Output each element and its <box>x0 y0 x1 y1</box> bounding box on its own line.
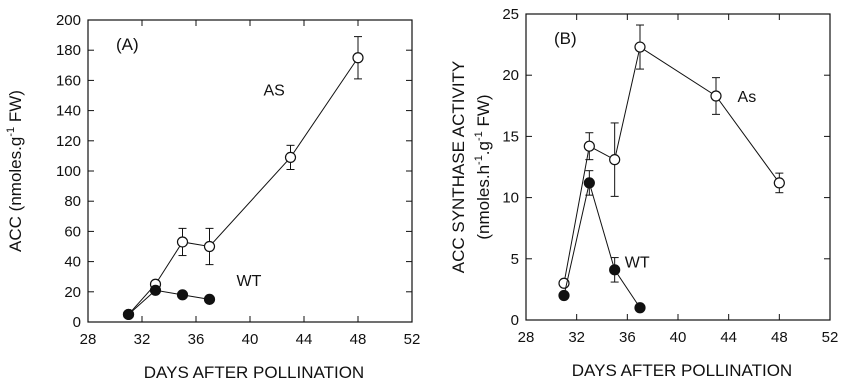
x-axis-title-a: DAYS AFTER POLLINATION <box>144 363 364 382</box>
data-point-wt <box>203 293 216 305</box>
x-tick-label-b: 52 <box>822 329 839 346</box>
data-point-wt <box>149 284 162 296</box>
y-axis-title-part: FW) <box>474 94 493 131</box>
series-label-wt: WT <box>237 273 262 290</box>
y-tick-label-a: 140 <box>56 103 81 120</box>
series-label-as: AS <box>264 83 285 100</box>
y-tick-label-a: 60 <box>64 223 81 240</box>
y-axis-title-a: ACC (nmoles.g-1 FW) <box>5 90 25 252</box>
x-tick-label-b: 36 <box>619 329 636 346</box>
y-axis-title-part: .g <box>474 141 493 155</box>
data-point-as <box>284 151 297 164</box>
data-point-as <box>352 52 364 64</box>
data-point-wt <box>609 264 621 276</box>
y-axis-title-sup: -1 <box>5 127 17 137</box>
panel-b: 28 32 36 40 44 48 52 0 5 10 15 20 25 DAYS AFTER POLLI… <box>449 6 838 380</box>
data-point-wt <box>583 177 595 189</box>
y-tick-label-b: 0 <box>511 312 519 329</box>
x-tick-label-a: 28 <box>80 331 97 348</box>
x-tick-label-b: 44 <box>720 329 737 346</box>
data-point-as <box>583 140 595 152</box>
x-tick-label-a: 36 <box>188 331 205 348</box>
y-tick-label-b: 5 <box>511 251 519 268</box>
series-label-as: As <box>738 89 757 106</box>
series-line-wt <box>128 289 210 315</box>
series-label-wt: WT <box>625 254 650 271</box>
y-axis-title-sup: -1 <box>473 131 485 141</box>
data-point-wt <box>634 302 646 314</box>
x-axis-title-b: DAYS AFTER POLLINATION <box>572 361 792 380</box>
y-tick-label-b: 15 <box>502 128 519 145</box>
panel-a: 28 32 36 40 44 48 52 0 20 40 60 80 100 120 140 160 180 20… <box>5 12 420 382</box>
x-tick-label-a: 48 <box>350 331 367 348</box>
data-point-wt <box>558 289 570 302</box>
x-tick-label-b: 32 <box>568 329 585 346</box>
y-tick-label-a: 80 <box>64 193 81 210</box>
y-axis-title-line2-b: (nmoles.h-1.g-1 FW) <box>473 94 493 239</box>
data-point-as <box>176 236 189 248</box>
panel-label-b: (B) <box>554 29 577 48</box>
y-tick-label-a: 180 <box>56 42 81 59</box>
y-tick-label-a: 160 <box>56 72 81 89</box>
y-axis-title-part: ACC (nmoles.g <box>6 137 25 252</box>
x-tick-label-a: 44 <box>296 331 313 348</box>
y-tick-label-a: 0 <box>73 314 81 331</box>
x-tick-label-b: 28 <box>518 329 535 346</box>
x-tick-label-a: 32 <box>134 331 151 348</box>
y-tick-label-b: 10 <box>502 190 519 207</box>
plot-frame-b <box>525 13 831 321</box>
data-point-as <box>203 240 216 253</box>
x-tick-label-a: 40 <box>242 331 259 348</box>
y-tick-label-a: 200 <box>56 12 81 29</box>
data-point-wt <box>176 289 189 301</box>
y-axis-title-line1-b: ACC SYNTHASE ACTIVITY <box>449 61 468 274</box>
y-tick-label-a: 120 <box>56 133 81 150</box>
series-line-wt <box>563 182 641 309</box>
series-line-as <box>563 46 780 284</box>
data-point-as <box>609 154 621 166</box>
x-tick-label-b: 48 <box>771 329 788 346</box>
x-tick-label-b: 40 <box>670 329 687 346</box>
y-axis-title-part: (nmoles.h <box>474 165 493 240</box>
data-point-as <box>710 90 722 102</box>
y-tick-label-b: 25 <box>502 6 519 23</box>
y-tick-label-a: 20 <box>64 284 81 301</box>
y-tick-label-b: 20 <box>502 67 519 84</box>
y-tick-label-a: 100 <box>56 163 81 180</box>
y-axis-title-sup: -1 <box>473 155 485 165</box>
data-point-as <box>773 177 785 189</box>
x-tick-label-a: 52 <box>404 331 421 348</box>
data-point-as <box>634 41 646 53</box>
y-tick-label-a: 40 <box>64 254 81 271</box>
data-point-wt <box>122 308 135 321</box>
y-axis-title-part: FW) <box>6 90 25 127</box>
panel-label-a: (A) <box>116 35 139 54</box>
